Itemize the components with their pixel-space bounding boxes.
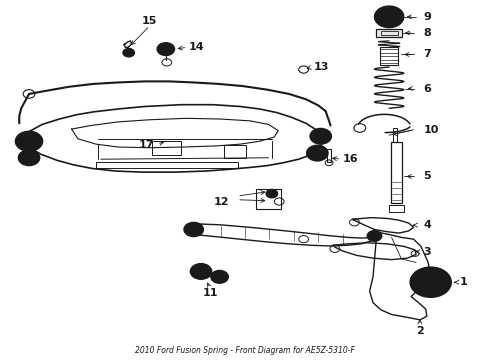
Bar <box>392 128 397 142</box>
Text: 7: 7 <box>423 49 431 59</box>
Bar <box>152 140 181 155</box>
Circle shape <box>307 145 328 161</box>
Circle shape <box>374 6 404 28</box>
Bar <box>391 142 402 203</box>
Circle shape <box>123 48 135 57</box>
Circle shape <box>18 150 40 166</box>
Circle shape <box>157 42 174 55</box>
Text: 11: 11 <box>203 288 219 298</box>
Bar <box>224 145 246 158</box>
Text: 2: 2 <box>416 325 424 336</box>
Text: 16: 16 <box>343 154 358 164</box>
Circle shape <box>386 14 392 19</box>
Text: 10: 10 <box>423 125 439 135</box>
Bar <box>380 47 398 65</box>
Bar <box>389 205 404 212</box>
Circle shape <box>184 222 203 237</box>
Text: 12: 12 <box>214 197 229 207</box>
Text: 1: 1 <box>460 277 468 287</box>
Circle shape <box>211 270 228 283</box>
Text: 8: 8 <box>423 28 431 38</box>
Text: 4: 4 <box>423 220 431 230</box>
Text: 6: 6 <box>423 84 431 94</box>
Circle shape <box>367 230 382 241</box>
Text: 17: 17 <box>139 140 154 150</box>
Text: 3: 3 <box>423 247 431 257</box>
Circle shape <box>15 131 43 151</box>
Text: 2010 Ford Fusion Spring - Front Diagram for AE5Z-5310-F: 2010 Ford Fusion Spring - Front Diagram … <box>135 346 355 355</box>
Circle shape <box>410 267 451 297</box>
Text: 13: 13 <box>314 62 329 72</box>
Text: 9: 9 <box>423 12 431 22</box>
Text: 5: 5 <box>423 171 431 181</box>
Text: 14: 14 <box>189 42 204 52</box>
Circle shape <box>266 189 278 198</box>
Bar <box>376 29 402 37</box>
Circle shape <box>190 264 212 279</box>
Circle shape <box>310 129 331 144</box>
Bar <box>96 162 238 168</box>
Bar <box>381 31 398 35</box>
Bar <box>327 149 331 162</box>
Text: 15: 15 <box>142 17 157 27</box>
Bar <box>256 189 281 208</box>
